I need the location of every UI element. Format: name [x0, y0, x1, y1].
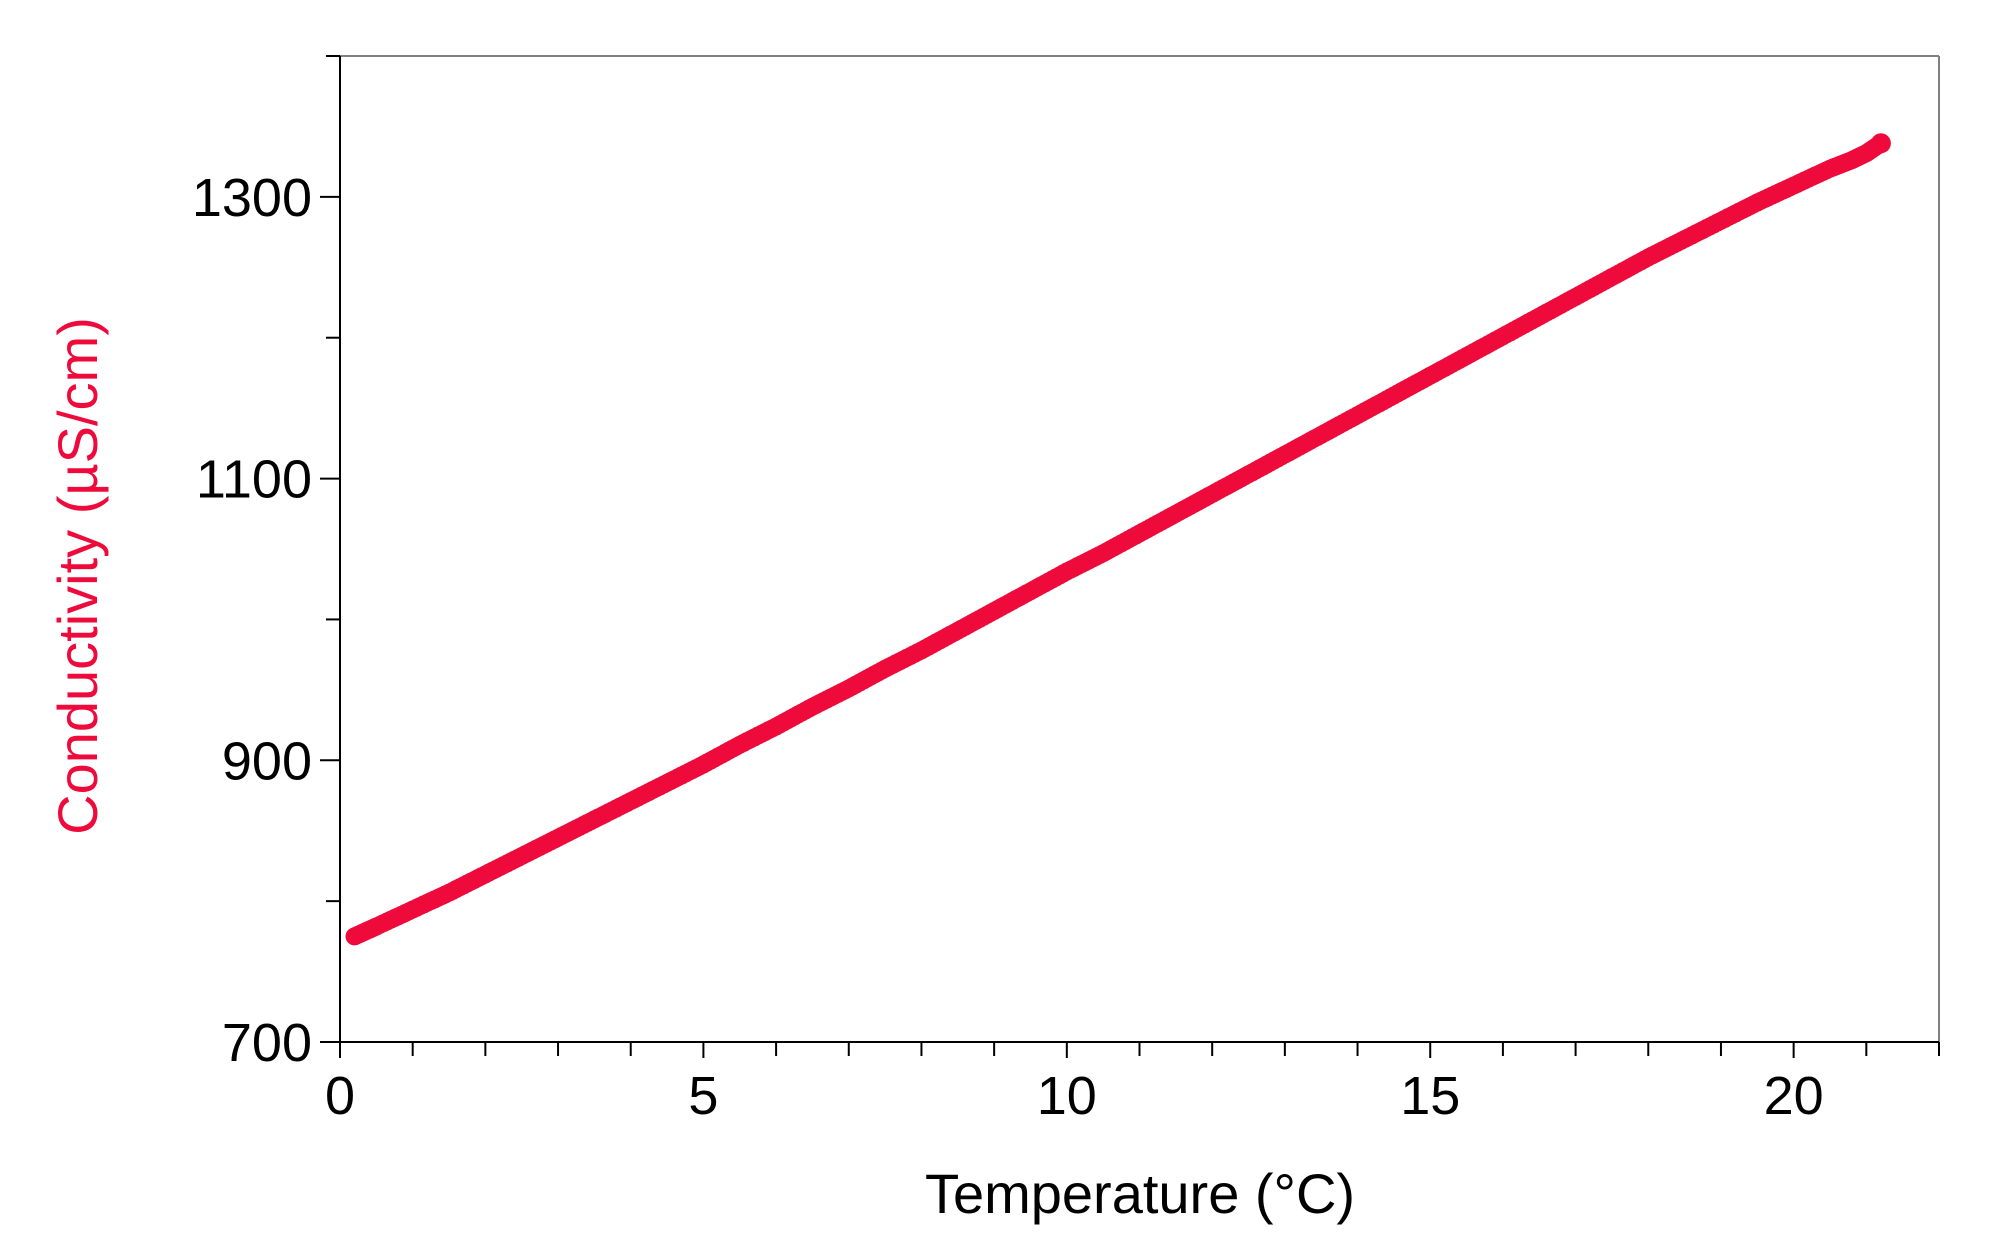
- y-tick-label: 900: [222, 731, 312, 791]
- axis-ticks: [320, 55, 1940, 1058]
- tick-labels: 0 5 10 15 20 700 900 1100 1300: [192, 168, 1824, 1126]
- plot-frame: [339, 55, 1940, 1043]
- y-tick-label: 1300: [192, 168, 312, 228]
- data-point: [1870, 133, 1891, 154]
- x-axis-title: Temperature (°C): [925, 1162, 1355, 1225]
- x-tick-label: 5: [688, 1066, 718, 1126]
- x-tick-label: 20: [1764, 1066, 1824, 1126]
- y-axis-title: Conductivity (µS/cm): [46, 317, 109, 835]
- data-series: [345, 133, 1891, 946]
- y-tick-label: 1100: [196, 450, 312, 510]
- x-tick-label: 0: [325, 1066, 355, 1126]
- x-tick-label: 15: [1400, 1066, 1460, 1126]
- y-tick-label: 700: [222, 1013, 312, 1073]
- x-tick-label: 10: [1037, 1066, 1097, 1126]
